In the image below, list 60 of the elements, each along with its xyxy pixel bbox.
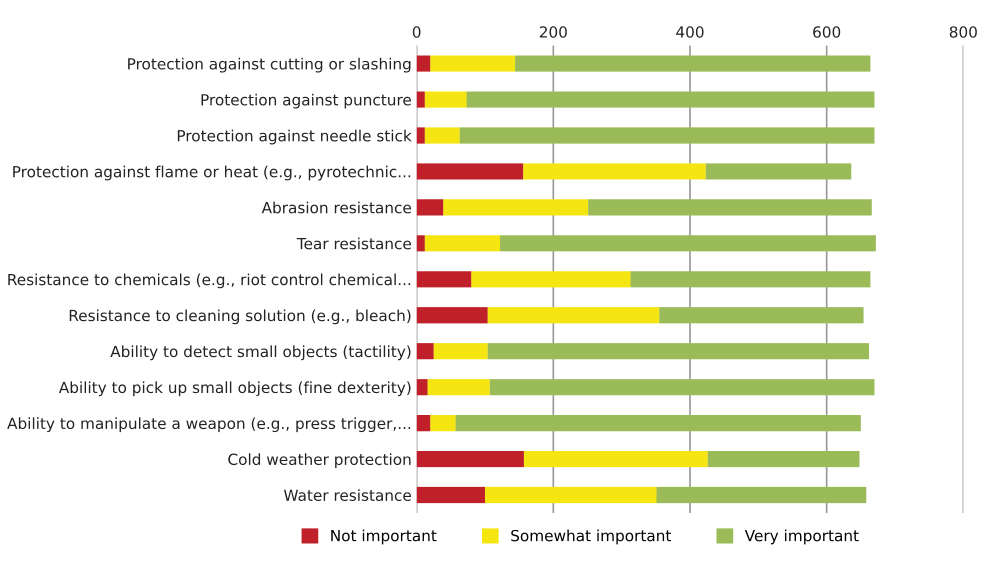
- y-tick-label: Tear resistance: [296, 238, 411, 250]
- bar: [416, 55, 430, 72]
- bar: [416, 379, 428, 396]
- bar: [416, 415, 430, 432]
- bar: [416, 199, 444, 216]
- legend-label: Not important: [331, 530, 437, 544]
- bar: [471, 271, 631, 288]
- bar: [488, 343, 870, 360]
- y-tick-label: Protection against flame or heat (e.g., pyrotechnic...: [13, 166, 410, 180]
- bar: [488, 307, 660, 324]
- bar: [424, 127, 460, 144]
- bar: [456, 415, 861, 432]
- y-tick-label: Water resistance: [284, 489, 411, 502]
- x-tick-label: 800: [950, 26, 977, 38]
- bar: [659, 307, 864, 324]
- bar: [708, 450, 860, 468]
- bar: [490, 379, 874, 396]
- bar: [416, 235, 425, 252]
- x-tick-label: 0: [412, 26, 420, 38]
- bar: [484, 486, 657, 504]
- bar: [430, 55, 516, 72]
- y-tick-label: Protection against cutting or slashing: [128, 58, 410, 73]
- legend-label: Somewhat important: [511, 530, 672, 544]
- bar: [416, 307, 488, 324]
- x-tick-label: 400: [676, 26, 704, 38]
- bar: [460, 127, 874, 144]
- y-tick-label: Abrasion resistance: [262, 202, 411, 214]
- y-tick-label: Resistance to cleaning solution (e.g., bleach): [70, 309, 410, 324]
- bar: [524, 450, 708, 468]
- bar: [416, 450, 524, 468]
- bar: [630, 271, 870, 288]
- bar: [416, 127, 425, 144]
- bar: [706, 163, 852, 180]
- y-tick-label: Ability to pick up small objects (fine dexterity): [58, 381, 410, 396]
- x-tick-label: 200: [540, 26, 567, 38]
- bar: [466, 91, 874, 108]
- bar: [430, 415, 456, 432]
- y-tick-label: Cold weather protection: [228, 453, 410, 468]
- bar: [434, 343, 488, 360]
- legend-label: Very important: [744, 530, 859, 544]
- bar: [424, 91, 467, 108]
- bar: [656, 486, 866, 504]
- bar: [500, 235, 876, 252]
- y-tick-label: Ability to manipulate a weapon (e.g., press trigger,...: [7, 417, 410, 432]
- bar: [443, 199, 588, 216]
- bar: [515, 55, 870, 72]
- y-tick-label: Protection against puncture: [202, 94, 411, 109]
- bar: [424, 235, 500, 252]
- y-tick-label: Ability to detect small objects (tactility): [110, 345, 410, 360]
- bar: [428, 379, 490, 396]
- bar: [416, 343, 434, 360]
- y-tick-label: Resistance to chemicals (e.g., riot control chemical...: [8, 273, 410, 288]
- bar: [416, 163, 524, 180]
- bar: [416, 486, 485, 504]
- bar: [523, 163, 706, 180]
- y-tick-label: Protection against needle stick: [178, 130, 412, 144]
- x-tick-label: 600: [813, 26, 840, 38]
- bar: [416, 91, 425, 108]
- bar: [588, 199, 872, 216]
- bar: [416, 271, 472, 288]
